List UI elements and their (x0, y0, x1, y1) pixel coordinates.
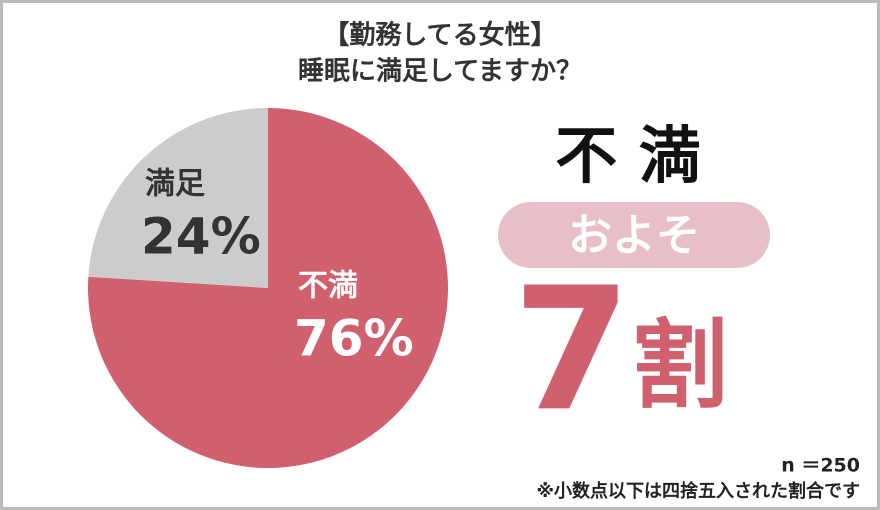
highlight-prefix: およそ (568, 210, 700, 261)
slice-label: 満足 (145, 167, 205, 202)
highlight-number: 7 (513, 251, 631, 449)
chart-title: 睡眠に満足してますか？ (298, 57, 582, 87)
sample-size: n ＝250 (781, 455, 860, 477)
chart-title: 【勤務してる女性】 (323, 20, 556, 51)
pie-slice (88, 108, 448, 469)
pill (498, 202, 770, 268)
value-label: 76% (294, 310, 414, 368)
value-label: 24% (141, 208, 261, 266)
pie-slice (88, 108, 268, 288)
highlight-suffix: 割 (632, 309, 728, 421)
slice-label: 不満 (298, 269, 358, 304)
highlight-label: 不 満 (555, 119, 701, 192)
note: ※小数点以下は四捨五入された割合です (537, 480, 861, 502)
